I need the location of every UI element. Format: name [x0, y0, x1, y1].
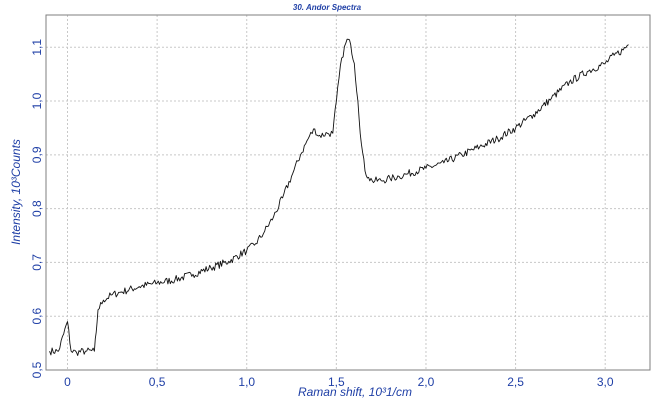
series-line-spectrum — [49, 38, 629, 356]
chart-title: 30. Andor Spectra — [293, 3, 362, 12]
y-tick-label: 1,1 — [30, 39, 44, 56]
y-tick-labels: 0,5 0,6 0,7 0,8 0,9 1,0 1,1 — [30, 39, 44, 379]
x-tick-label: 2,0 — [418, 375, 435, 389]
x-tick-label: 1,5 — [328, 375, 345, 389]
x-tick-labels: 0 0,5 1,0 1,5 2,0 2,5 3,0 — [64, 375, 614, 389]
y-tick-label: 0,9 — [30, 146, 44, 163]
y-tick-label: 1,0 — [30, 92, 44, 109]
y-tick-label: 0,6 — [30, 308, 44, 325]
x-axis-label: Raman shift, 10³1/cm — [298, 385, 412, 399]
y-tick-label: 0,8 — [30, 200, 44, 217]
grid-layer — [46, 15, 650, 371]
plot-frame — [45, 14, 651, 371]
x-tick-label: 2,5 — [507, 375, 524, 389]
x-tick-label: 0 — [64, 375, 71, 389]
x-tick-label: 3,0 — [597, 375, 614, 389]
y-axis-label: Intensity, 10³Counts — [9, 139, 23, 245]
y-tick-label: 0,7 — [30, 254, 44, 271]
x-tick-label: 1,0 — [238, 375, 255, 389]
y-tick-label: 0,5 — [30, 361, 44, 378]
x-tick-label: 0,5 — [149, 375, 166, 389]
